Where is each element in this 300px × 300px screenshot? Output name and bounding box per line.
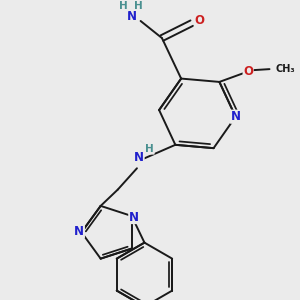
Text: H: H: [146, 144, 154, 154]
Text: N: N: [134, 151, 144, 164]
Text: O: O: [243, 65, 253, 78]
Text: N: N: [127, 10, 137, 23]
Text: N: N: [74, 225, 84, 238]
Text: H: H: [119, 1, 128, 11]
Text: CH₃: CH₃: [276, 64, 296, 74]
Text: O: O: [194, 14, 204, 28]
Text: H: H: [134, 1, 143, 11]
Text: N: N: [231, 110, 241, 123]
Text: N: N: [129, 211, 139, 224]
